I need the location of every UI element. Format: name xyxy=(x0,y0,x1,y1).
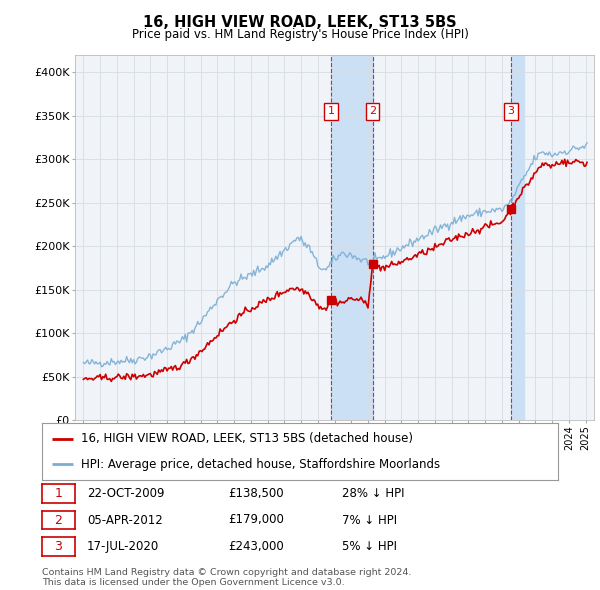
Text: 3: 3 xyxy=(508,106,515,116)
Text: 17-JUL-2020: 17-JUL-2020 xyxy=(87,540,159,553)
Text: Price paid vs. HM Land Registry's House Price Index (HPI): Price paid vs. HM Land Registry's House … xyxy=(131,28,469,41)
Text: £243,000: £243,000 xyxy=(228,540,284,553)
Text: 5% ↓ HPI: 5% ↓ HPI xyxy=(342,540,397,553)
Text: 22-OCT-2009: 22-OCT-2009 xyxy=(87,487,164,500)
Text: £179,000: £179,000 xyxy=(228,513,284,526)
Bar xyxy=(511,55,524,420)
Text: 28% ↓ HPI: 28% ↓ HPI xyxy=(342,487,404,500)
Text: 7% ↓ HPI: 7% ↓ HPI xyxy=(342,513,397,526)
Text: 16, HIGH VIEW ROAD, LEEK, ST13 5BS: 16, HIGH VIEW ROAD, LEEK, ST13 5BS xyxy=(143,15,457,30)
Text: 1: 1 xyxy=(328,106,335,116)
Text: 2: 2 xyxy=(369,106,376,116)
Text: 16, HIGH VIEW ROAD, LEEK, ST13 5BS (detached house): 16, HIGH VIEW ROAD, LEEK, ST13 5BS (deta… xyxy=(80,432,413,445)
Text: 05-APR-2012: 05-APR-2012 xyxy=(87,513,163,526)
Text: £138,500: £138,500 xyxy=(228,487,284,500)
Text: Contains HM Land Registry data © Crown copyright and database right 2024.
This d: Contains HM Land Registry data © Crown c… xyxy=(42,568,412,587)
Text: 3: 3 xyxy=(55,540,62,553)
Text: 2: 2 xyxy=(55,513,62,526)
Bar xyxy=(331,55,373,420)
Text: 1: 1 xyxy=(55,487,62,500)
Text: HPI: Average price, detached house, Staffordshire Moorlands: HPI: Average price, detached house, Staf… xyxy=(80,457,440,471)
